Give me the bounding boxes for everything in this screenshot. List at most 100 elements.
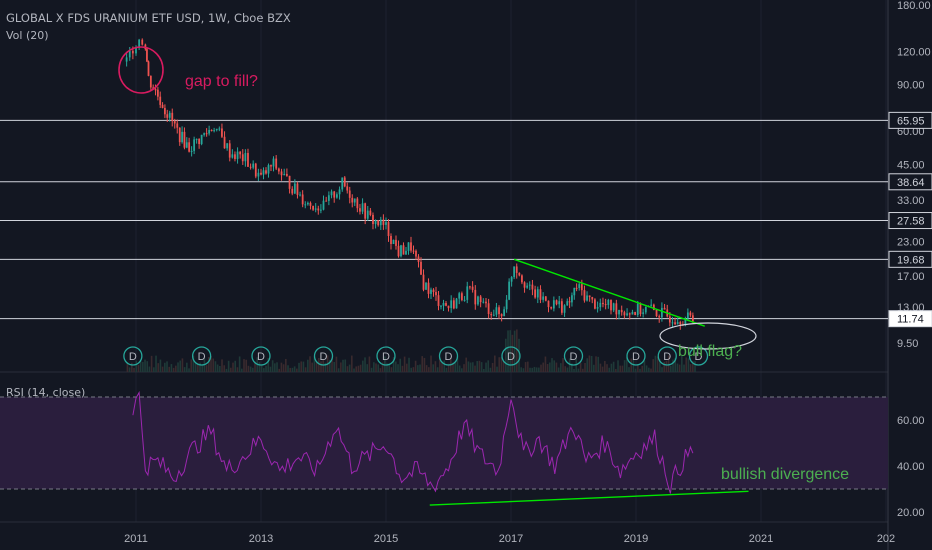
- candle-body[interactable]: [503, 309, 506, 317]
- candle-body[interactable]: [265, 170, 267, 174]
- candle-body[interactable]: [267, 165, 270, 174]
- candle-body[interactable]: [335, 194, 338, 198]
- candle-body[interactable]: [283, 173, 286, 176]
- candle-body[interactable]: [660, 307, 663, 318]
- candle-body[interactable]: [471, 286, 474, 290]
- dividend-marker[interactable]: D: [191, 346, 212, 366]
- candle-body[interactable]: [226, 143, 229, 149]
- candle-body[interactable]: [231, 154, 234, 158]
- candle-body[interactable]: [353, 198, 356, 203]
- candle-body[interactable]: [385, 222, 387, 225]
- candle-body[interactable]: [149, 75, 152, 88]
- candle-body[interactable]: [351, 197, 354, 203]
- candle-body[interactable]: [200, 134, 203, 145]
- candle-body[interactable]: [260, 172, 262, 175]
- dividend-marker[interactable]: D: [313, 346, 334, 366]
- candle-body[interactable]: [652, 304, 655, 310]
- candle-body[interactable]: [412, 250, 415, 252]
- candle-body[interactable]: [686, 312, 689, 319]
- candle-body[interactable]: [171, 112, 174, 122]
- candle-body[interactable]: [154, 89, 157, 91]
- candle-body[interactable]: [427, 282, 430, 294]
- candle-body[interactable]: [458, 293, 461, 299]
- candle-body[interactable]: [612, 303, 615, 311]
- candle-body[interactable]: [435, 292, 437, 296]
- candle-body[interactable]: [128, 50, 131, 58]
- candle-body[interactable]: [195, 138, 198, 140]
- candle-body[interactable]: [498, 307, 500, 315]
- candle-body[interactable]: [487, 303, 490, 315]
- candle-body[interactable]: [223, 136, 226, 149]
- candle-body[interactable]: [455, 298, 458, 309]
- candle-body[interactable]: [634, 312, 637, 315]
- candle-body[interactable]: [402, 245, 405, 255]
- candle-body[interactable]: [610, 299, 612, 311]
- candle-body[interactable]: [417, 256, 420, 262]
- candle-body[interactable]: [312, 205, 314, 210]
- candle-body[interactable]: [188, 142, 191, 152]
- candle-body[interactable]: [580, 284, 583, 291]
- candle-body[interactable]: [604, 304, 607, 306]
- candle-body[interactable]: [452, 300, 455, 309]
- candle-body[interactable]: [285, 173, 288, 176]
- candle-body[interactable]: [566, 301, 569, 306]
- candle-body[interactable]: [338, 189, 341, 195]
- candle-body[interactable]: [650, 304, 653, 306]
- candle-body[interactable]: [277, 168, 280, 172]
- candle-body[interactable]: [156, 89, 159, 97]
- candle-body[interactable]: [591, 297, 594, 300]
- candle-body[interactable]: [674, 322, 676, 325]
- candle-body[interactable]: [322, 200, 325, 210]
- candle-body[interactable]: [518, 272, 521, 276]
- candle-body[interactable]: [185, 142, 188, 148]
- gap-circle[interactable]: [118, 46, 164, 94]
- candle-body[interactable]: [198, 138, 201, 145]
- candle-body[interactable]: [159, 96, 162, 105]
- candle-body[interactable]: [536, 289, 539, 298]
- candle-body[interactable]: [526, 285, 529, 288]
- candle-body[interactable]: [164, 107, 166, 115]
- candle-body[interactable]: [221, 128, 223, 137]
- dividend-marker[interactable]: D: [501, 346, 521, 366]
- candle-body[interactable]: [539, 289, 542, 300]
- candle-body[interactable]: [594, 299, 596, 309]
- candle-body[interactable]: [474, 289, 477, 305]
- candle-body[interactable]: [236, 151, 239, 159]
- candle-body[interactable]: [247, 153, 249, 167]
- candle-body[interactable]: [430, 289, 432, 294]
- candle-body[interactable]: [178, 127, 181, 143]
- candle-body[interactable]: [623, 312, 626, 316]
- candle-body[interactable]: [296, 183, 299, 195]
- candle-body[interactable]: [663, 307, 666, 310]
- candle-body[interactable]: [218, 128, 221, 130]
- candle-body[interactable]: [239, 151, 242, 155]
- candle-body[interactable]: [615, 303, 618, 315]
- candle-body[interactable]: [477, 296, 479, 305]
- candle-body[interactable]: [691, 315, 694, 322]
- candle-body[interactable]: [213, 130, 216, 132]
- candle-body[interactable]: [369, 210, 372, 215]
- candle-body[interactable]: [642, 312, 645, 314]
- candle-body[interactable]: [304, 204, 307, 206]
- candle-body[interactable]: [547, 300, 550, 308]
- candle-body[interactable]: [405, 250, 407, 255]
- candle-body[interactable]: [521, 275, 523, 283]
- candle-body[interactable]: [679, 322, 682, 325]
- candle-body[interactable]: [508, 281, 511, 300]
- candle-body[interactable]: [395, 239, 397, 246]
- candle-body[interactable]: [485, 301, 487, 304]
- candle-body[interactable]: [234, 154, 236, 159]
- candle-body[interactable]: [161, 104, 164, 108]
- candle-body[interactable]: [392, 239, 395, 245]
- candle-body[interactable]: [257, 172, 260, 177]
- candle-body[interactable]: [249, 166, 252, 168]
- candle-body[interactable]: [293, 183, 296, 194]
- candle-body[interactable]: [372, 214, 374, 225]
- candle-body[interactable]: [552, 300, 555, 309]
- candle-body[interactable]: [534, 289, 537, 298]
- candle-body[interactable]: [364, 203, 367, 219]
- candle-body[interactable]: [440, 305, 442, 307]
- candle-body[interactable]: [244, 153, 247, 162]
- candle-body[interactable]: [125, 57, 128, 62]
- candle-body[interactable]: [193, 139, 196, 151]
